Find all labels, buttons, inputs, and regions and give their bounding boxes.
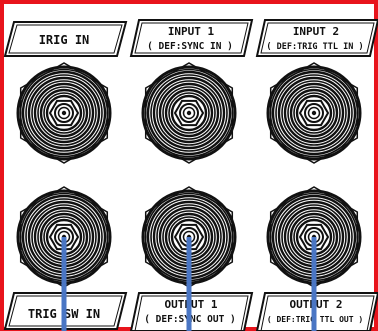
pointer-lines xyxy=(61,237,317,331)
label-plate-input-2: INPUT 2 ( DEF:TRIG TTL IN ) xyxy=(255,19,378,57)
label-input-1: INPUT 1 xyxy=(168,25,215,38)
label-plate-output-2: OUTPUT 2 ( DEF:TRIG TTL OUT ) xyxy=(255,292,378,331)
label-plate-irig-in: IRIG IN xyxy=(3,21,128,57)
connector-irig-in xyxy=(16,62,112,164)
connector-input-1 xyxy=(141,62,237,164)
label-irig-in: IRIG IN xyxy=(39,33,90,47)
label-input-2: INPUT 2 xyxy=(293,25,339,38)
connector-input-2 xyxy=(266,62,362,164)
label-input-2-default: ( DEF:TRIG TTL IN ) xyxy=(266,42,363,52)
label-input-1-default: ( DEF:SYNC IN ) xyxy=(147,41,233,52)
label-plate-input-1: INPUT 1 ( DEF:SYNC IN ) xyxy=(129,19,254,57)
